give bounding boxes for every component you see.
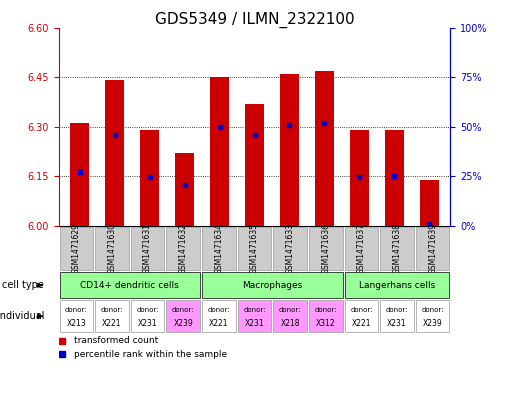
FancyBboxPatch shape <box>95 227 129 270</box>
Bar <box>420 180 439 226</box>
Text: GSM1471636: GSM1471636 <box>321 223 330 274</box>
FancyBboxPatch shape <box>416 300 449 332</box>
FancyBboxPatch shape <box>60 300 93 332</box>
Text: GSM1471637: GSM1471637 <box>357 223 366 274</box>
Text: donor:: donor: <box>350 307 373 313</box>
FancyBboxPatch shape <box>273 227 307 270</box>
FancyBboxPatch shape <box>345 272 449 298</box>
Text: GSM1471638: GSM1471638 <box>392 223 402 274</box>
FancyBboxPatch shape <box>380 227 414 270</box>
Text: GSM1471629: GSM1471629 <box>72 223 81 274</box>
Bar <box>315 70 334 226</box>
Bar <box>105 81 124 226</box>
Text: Macrophages: Macrophages <box>242 281 302 290</box>
FancyBboxPatch shape <box>60 272 200 298</box>
Text: transformed count: transformed count <box>74 336 158 345</box>
Bar <box>280 74 299 226</box>
FancyBboxPatch shape <box>238 227 271 270</box>
Bar <box>175 153 194 226</box>
Text: X231: X231 <box>138 319 157 328</box>
FancyBboxPatch shape <box>238 300 271 332</box>
Text: individual: individual <box>0 311 44 321</box>
Text: GSM1471634: GSM1471634 <box>214 223 223 274</box>
Text: donor:: donor: <box>65 307 88 313</box>
FancyBboxPatch shape <box>273 300 307 332</box>
Text: percentile rank within the sample: percentile rank within the sample <box>74 350 228 359</box>
Bar <box>70 123 89 226</box>
Bar <box>350 130 369 226</box>
Text: GSM1471633: GSM1471633 <box>286 223 295 274</box>
Text: X231: X231 <box>245 319 264 328</box>
FancyBboxPatch shape <box>345 227 378 270</box>
FancyBboxPatch shape <box>202 227 236 270</box>
FancyBboxPatch shape <box>202 300 236 332</box>
FancyBboxPatch shape <box>166 227 200 270</box>
Text: X312: X312 <box>316 319 335 328</box>
Text: X213: X213 <box>67 319 86 328</box>
Text: X239: X239 <box>423 319 442 328</box>
Text: GSM1471631: GSM1471631 <box>143 223 152 274</box>
Text: donor:: donor: <box>315 307 337 313</box>
Text: donor:: donor: <box>279 307 301 313</box>
Text: donor:: donor: <box>101 307 123 313</box>
Text: donor:: donor: <box>421 307 444 313</box>
Text: cell type: cell type <box>3 280 44 290</box>
FancyBboxPatch shape <box>416 227 449 270</box>
Text: CD14+ dendritic cells: CD14+ dendritic cells <box>80 281 179 290</box>
Text: donor:: donor: <box>172 307 194 313</box>
FancyBboxPatch shape <box>95 300 129 332</box>
FancyBboxPatch shape <box>60 227 93 270</box>
Bar <box>245 104 264 226</box>
Text: GSM1471632: GSM1471632 <box>179 223 188 274</box>
Text: Langerhans cells: Langerhans cells <box>359 281 435 290</box>
FancyBboxPatch shape <box>131 227 164 270</box>
Text: donor:: donor: <box>136 307 159 313</box>
FancyBboxPatch shape <box>309 300 343 332</box>
Text: GSM1471639: GSM1471639 <box>428 223 437 274</box>
Text: X221: X221 <box>102 319 122 328</box>
Text: donor:: donor: <box>386 307 408 313</box>
FancyBboxPatch shape <box>166 300 200 332</box>
Text: X218: X218 <box>280 319 300 328</box>
Text: GSM1471635: GSM1471635 <box>250 223 259 274</box>
Text: X221: X221 <box>209 319 229 328</box>
Text: GSM1471630: GSM1471630 <box>107 223 117 274</box>
Bar <box>210 77 229 226</box>
Text: donor:: donor: <box>243 307 266 313</box>
Text: X231: X231 <box>387 319 407 328</box>
Bar <box>140 130 159 226</box>
FancyBboxPatch shape <box>309 227 343 270</box>
FancyBboxPatch shape <box>131 300 164 332</box>
Text: donor:: donor: <box>208 307 230 313</box>
Text: X239: X239 <box>174 319 193 328</box>
Text: X221: X221 <box>352 319 371 328</box>
Bar <box>385 130 404 226</box>
Title: GDS5349 / ILMN_2322100: GDS5349 / ILMN_2322100 <box>155 11 354 28</box>
FancyBboxPatch shape <box>202 272 343 298</box>
FancyBboxPatch shape <box>345 300 378 332</box>
FancyBboxPatch shape <box>380 300 414 332</box>
